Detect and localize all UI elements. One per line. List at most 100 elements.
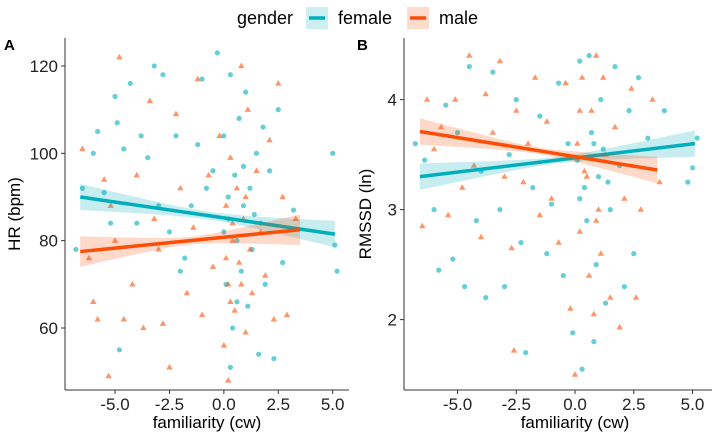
- point-male: [116, 53, 123, 60]
- point-male: [513, 107, 520, 113]
- point-female: [73, 246, 79, 252]
- fit-line-male: [80, 227, 301, 254]
- point-female: [497, 207, 503, 213]
- point-female: [214, 50, 220, 56]
- point-female: [523, 350, 529, 356]
- point-male: [216, 132, 223, 139]
- point-male: [242, 193, 249, 200]
- legend-label-male: male: [439, 8, 478, 28]
- point-female: [290, 207, 297, 213]
- point-female: [450, 256, 456, 262]
- point-female: [243, 89, 249, 95]
- point-female: [234, 299, 240, 305]
- point-male: [133, 171, 141, 178]
- point-male: [423, 96, 431, 102]
- panel-label-a: A: [4, 37, 15, 54]
- point-male: [253, 167, 260, 173]
- point-female: [600, 146, 606, 152]
- point-female: [332, 242, 338, 248]
- point-female: [232, 172, 238, 178]
- point-female: [631, 251, 637, 257]
- point-male: [246, 245, 254, 252]
- point-male: [496, 57, 504, 64]
- point-male: [225, 376, 232, 383]
- point-female: [166, 229, 173, 235]
- point-male: [275, 80, 282, 86]
- point-male: [244, 106, 252, 112]
- point-female: [234, 238, 240, 244]
- y-tick-label: 3: [388, 201, 397, 220]
- point-female: [544, 251, 550, 257]
- point-male: [159, 320, 167, 326]
- point-female: [160, 72, 166, 78]
- point-female: [266, 168, 273, 174]
- point-female: [443, 102, 449, 108]
- point-female: [108, 220, 114, 226]
- point-female: [238, 268, 244, 274]
- point-male: [205, 171, 212, 178]
- point-female: [134, 220, 140, 226]
- point-female: [612, 64, 618, 70]
- point-male: [437, 123, 445, 130]
- point-male: [482, 90, 489, 97]
- point-female: [203, 185, 210, 191]
- point-female: [466, 64, 472, 70]
- point-female: [689, 165, 696, 171]
- point-male: [531, 74, 539, 80]
- point-male: [592, 217, 600, 223]
- point-male: [248, 289, 256, 296]
- point-female: [473, 218, 479, 224]
- point-male: [120, 315, 127, 322]
- point-female: [79, 185, 86, 191]
- point-female: [607, 207, 613, 213]
- point-male: [595, 206, 602, 212]
- point-female: [199, 76, 205, 82]
- point-male: [177, 184, 184, 191]
- point-male: [85, 254, 93, 261]
- point-female: [506, 152, 512, 158]
- x-tick-label: 5.0: [681, 395, 705, 414]
- x-tick-label: -5.0: [443, 395, 472, 414]
- point-male: [229, 219, 236, 226]
- point-male: [270, 315, 278, 322]
- point-male: [574, 140, 581, 146]
- y-tick-label: 120: [30, 57, 58, 76]
- point-female: [570, 330, 576, 336]
- point-female: [138, 133, 144, 139]
- point-female: [431, 207, 437, 213]
- point-female: [537, 113, 543, 119]
- point-female: [330, 150, 336, 156]
- y-tick-label: 80: [39, 232, 58, 251]
- point-male: [571, 371, 579, 377]
- point-male: [588, 107, 595, 113]
- point-male: [198, 311, 206, 318]
- point-female: [221, 133, 227, 139]
- panel-label-b: B: [357, 37, 368, 54]
- point-male: [183, 289, 191, 296]
- point-female: [236, 115, 242, 121]
- point-male: [231, 307, 238, 313]
- point-male: [621, 195, 628, 201]
- legend-title: gender: [237, 8, 293, 28]
- point-female: [221, 229, 227, 235]
- point-female: [182, 255, 188, 261]
- point-female: [595, 174, 602, 180]
- point-male: [628, 85, 635, 91]
- point-male: [238, 280, 245, 287]
- point-female: [548, 201, 555, 207]
- point-female: [586, 53, 592, 59]
- point-male: [292, 215, 299, 222]
- point-female: [114, 120, 120, 126]
- point-female: [275, 107, 281, 113]
- point-female: [334, 268, 340, 274]
- x-axis-title-a: familiarity (cw): [153, 413, 262, 432]
- x-tick-label: 0.0: [212, 395, 236, 414]
- point-male: [155, 245, 162, 252]
- fit-line-female: [419, 141, 696, 179]
- point-male: [548, 195, 555, 201]
- point-male: [419, 222, 426, 229]
- point-male: [283, 311, 291, 318]
- point-female: [210, 168, 216, 174]
- point-male: [597, 250, 605, 256]
- point-female: [598, 97, 604, 103]
